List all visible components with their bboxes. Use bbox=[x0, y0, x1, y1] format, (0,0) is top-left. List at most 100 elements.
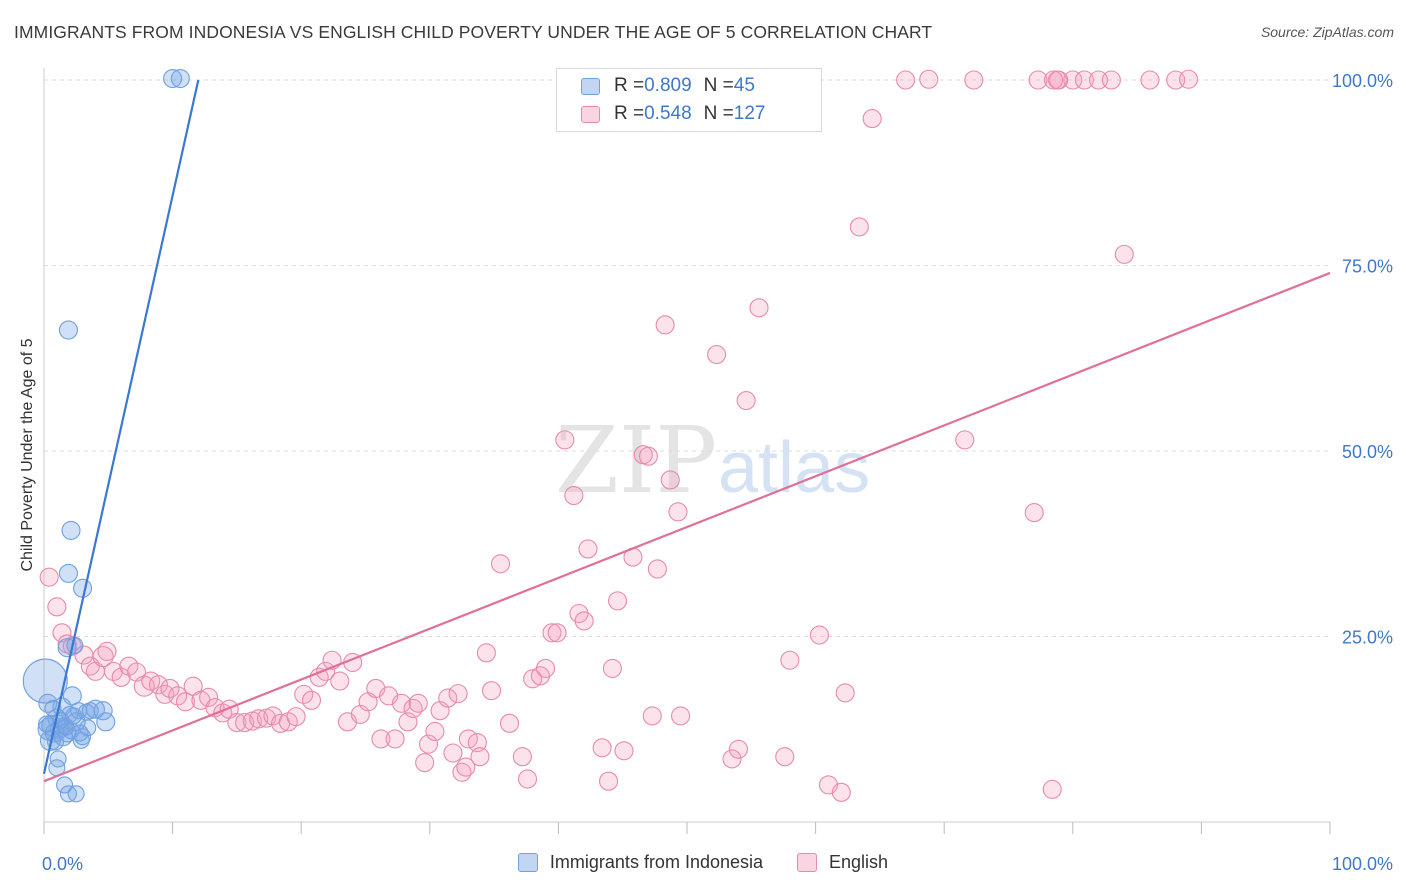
point-english bbox=[391, 693, 412, 713]
point-english bbox=[964, 70, 984, 90]
point-english bbox=[592, 738, 612, 758]
legend-item-english[interactable]: English bbox=[797, 852, 888, 873]
point-english bbox=[438, 688, 458, 708]
legend-swatch-english bbox=[797, 853, 818, 872]
y-tick-label: 25.0% bbox=[1342, 628, 1393, 648]
point-english bbox=[148, 675, 169, 695]
point-indonesia bbox=[93, 701, 113, 721]
point-english bbox=[542, 623, 562, 643]
point-english bbox=[578, 539, 598, 559]
point-english bbox=[97, 641, 117, 661]
legend-item-indonesia[interactable]: Immigrants from Indonesia bbox=[517, 852, 764, 873]
point-english bbox=[1074, 70, 1094, 90]
legend-n-label: N = bbox=[703, 75, 734, 96]
point-english bbox=[642, 706, 662, 726]
point-english bbox=[470, 747, 490, 767]
point-english bbox=[1063, 70, 1083, 90]
point-english bbox=[443, 743, 463, 763]
legend-n-label: N = bbox=[703, 103, 734, 124]
point-indonesia bbox=[38, 715, 56, 733]
trendline-indonesia bbox=[42, 79, 200, 775]
point-indonesia bbox=[38, 693, 58, 713]
point-indonesia bbox=[58, 563, 78, 583]
point-english bbox=[481, 681, 502, 701]
point-english bbox=[47, 597, 67, 617]
point-english bbox=[1178, 69, 1199, 89]
point-english bbox=[638, 446, 658, 466]
legend-row-english: R = 0.548 N = 127 bbox=[581, 102, 765, 126]
point-english bbox=[547, 623, 567, 643]
y-tick-label: 100.0% bbox=[1332, 71, 1393, 91]
source-credit: Source: ZipAtlas.com bbox=[1260, 24, 1394, 40]
point-english bbox=[235, 713, 255, 733]
point-indonesia bbox=[65, 707, 83, 725]
point-indonesia bbox=[73, 578, 93, 598]
point-english bbox=[52, 623, 72, 643]
legend-swatch-indonesia bbox=[581, 77, 600, 95]
point-english bbox=[415, 753, 435, 773]
point-english bbox=[490, 554, 511, 574]
point-english bbox=[175, 692, 196, 712]
point-english bbox=[602, 658, 622, 678]
point-english bbox=[1043, 70, 1064, 90]
point-english bbox=[476, 643, 496, 663]
point-english bbox=[371, 729, 391, 749]
point-english bbox=[707, 344, 727, 365]
point-english bbox=[286, 707, 306, 727]
point-english bbox=[1049, 70, 1069, 90]
point-english bbox=[722, 749, 742, 769]
point-english bbox=[862, 109, 882, 129]
point-english bbox=[647, 559, 667, 579]
point-english bbox=[1101, 70, 1121, 90]
point-indonesia bbox=[67, 785, 85, 803]
legend-label-english: English bbox=[829, 852, 889, 872]
point-english bbox=[119, 656, 139, 676]
point-english bbox=[39, 567, 59, 587]
y-tick-label: 50.0% bbox=[1342, 442, 1393, 462]
point-indonesia bbox=[85, 699, 105, 719]
legend-n-value: 127 bbox=[733, 103, 766, 124]
point-english bbox=[294, 684, 314, 704]
point-english bbox=[896, 70, 916, 90]
point-english bbox=[517, 769, 538, 789]
point-english bbox=[301, 690, 322, 710]
point-english bbox=[831, 782, 851, 802]
chart-title: IMMIGRANTS FROM INDONESIA VS ENGLISH CHI… bbox=[14, 22, 933, 42]
point-english bbox=[316, 661, 336, 681]
point-indonesia bbox=[62, 686, 82, 706]
point-english bbox=[608, 591, 628, 611]
point-english bbox=[780, 650, 800, 670]
point-english bbox=[919, 69, 939, 89]
legend-label-indonesia: Immigrants from Indonesia bbox=[549, 852, 764, 872]
point-english bbox=[736, 390, 756, 411]
point-english bbox=[574, 611, 594, 631]
point-indonesia bbox=[61, 520, 81, 540]
point-indonesia bbox=[58, 320, 78, 340]
point-english bbox=[403, 698, 423, 719]
legend-r-value: 0.548 bbox=[644, 103, 692, 124]
point-english bbox=[452, 762, 472, 782]
point-english bbox=[467, 733, 487, 753]
legend-swatch-indonesia bbox=[517, 853, 538, 872]
point-english bbox=[1114, 244, 1134, 264]
legend-swatch-english bbox=[581, 105, 600, 123]
point-english bbox=[385, 729, 405, 749]
point-english bbox=[1042, 779, 1062, 799]
watermark-atlas: atlas bbox=[718, 428, 870, 508]
point-english bbox=[523, 669, 543, 689]
point-english bbox=[418, 734, 439, 754]
point-english bbox=[660, 470, 680, 490]
point-english bbox=[849, 217, 869, 237]
point-english bbox=[564, 485, 584, 506]
point-english bbox=[535, 658, 556, 678]
y-tick-label: 75.0% bbox=[1342, 257, 1393, 277]
point-indonesia bbox=[56, 776, 74, 794]
point-english bbox=[555, 430, 575, 450]
point-english bbox=[775, 747, 795, 767]
point-english bbox=[671, 706, 691, 726]
point-english bbox=[103, 661, 123, 681]
point-english bbox=[1028, 70, 1048, 90]
point-indonesia bbox=[49, 750, 67, 768]
legend-r-label: R = bbox=[614, 103, 645, 124]
